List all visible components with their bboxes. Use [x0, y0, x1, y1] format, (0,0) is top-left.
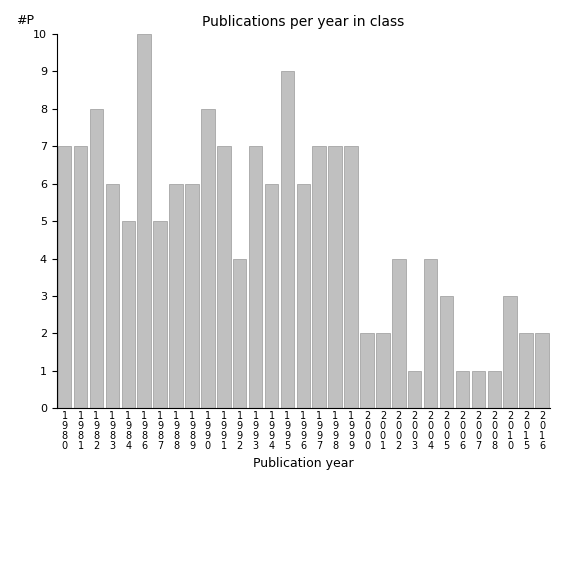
Bar: [201, 109, 215, 408]
Bar: [265, 184, 278, 408]
X-axis label: Publication year: Publication year: [253, 456, 354, 469]
Bar: [58, 146, 71, 408]
Bar: [137, 34, 151, 408]
Bar: [105, 184, 119, 408]
Bar: [297, 184, 310, 408]
Bar: [217, 146, 231, 408]
Bar: [249, 146, 263, 408]
Bar: [328, 146, 342, 408]
Y-axis label: #P: #P: [16, 14, 33, 27]
Bar: [121, 221, 135, 408]
Bar: [456, 371, 469, 408]
Bar: [376, 333, 390, 408]
Bar: [185, 184, 198, 408]
Bar: [74, 146, 87, 408]
Bar: [424, 259, 437, 408]
Bar: [488, 371, 501, 408]
Bar: [440, 296, 454, 408]
Bar: [503, 296, 517, 408]
Bar: [90, 109, 103, 408]
Bar: [281, 71, 294, 408]
Title: Publications per year in class: Publications per year in class: [202, 15, 404, 29]
Bar: [360, 333, 374, 408]
Bar: [233, 259, 247, 408]
Bar: [170, 184, 183, 408]
Bar: [312, 146, 326, 408]
Bar: [408, 371, 421, 408]
Bar: [153, 221, 167, 408]
Bar: [344, 146, 358, 408]
Bar: [535, 333, 549, 408]
Bar: [392, 259, 405, 408]
Bar: [472, 371, 485, 408]
Bar: [519, 333, 533, 408]
